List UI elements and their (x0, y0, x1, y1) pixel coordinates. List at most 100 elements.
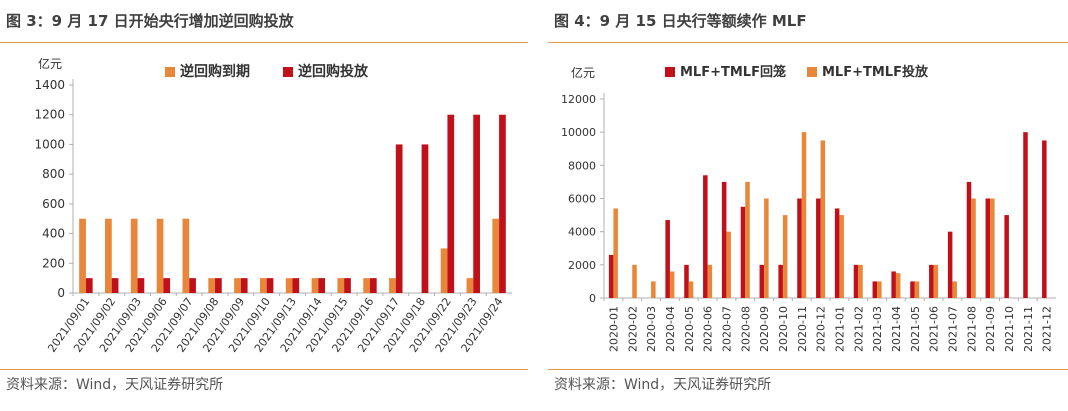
right-x-tick-label: 2021-10 (1003, 306, 1016, 352)
right-bar-s1 (608, 254, 614, 298)
right-bar-s2 (726, 231, 731, 298)
right-x-tick-label: 2020-01 (607, 306, 620, 352)
left-bar-s1 (337, 278, 345, 293)
right-bar-s2 (669, 271, 675, 298)
left-source-note: 资料来源：Wind，天风证券研究所 (6, 377, 224, 393)
right-x-tick-label: 2020-08 (739, 306, 752, 352)
right-x-tick-label: 2020-05 (683, 306, 696, 352)
left-bar-s2 (447, 114, 455, 293)
left-figure-panel: 图 3：9 月 17 日开始央行增加逆回购投放 亿元 0 200 400 600 800 1… (0, 0, 528, 411)
right-legend-swatch-1 (665, 67, 675, 77)
right-source-note: 资料来源：Wind，天风证券研究所 (554, 377, 772, 393)
right-bar-s1 (1004, 215, 1009, 298)
right-x-tick-label: 2020-03 (645, 306, 658, 352)
right-bar-s1 (853, 264, 859, 298)
right-y-tick-label: 6000 (568, 193, 596, 206)
left-bar-s1 (311, 278, 319, 293)
left-bar-s2 (240, 278, 248, 293)
right-bar-s1 (929, 264, 934, 298)
right-x-tick-label: 2021-07 (946, 306, 959, 352)
right-bar-s1 (665, 220, 670, 298)
left-bar-s2 (137, 278, 145, 293)
right-bar-s2 (858, 264, 863, 298)
left-bar-s2 (85, 278, 93, 293)
right-x-tick-label: 2020-07 (720, 306, 733, 352)
right-bar-s2 (877, 281, 882, 298)
left-legend-swatch-2 (283, 67, 293, 77)
left-bar-s2 (421, 144, 429, 293)
left-bar-s1 (492, 218, 500, 293)
right-bar-s1 (740, 206, 746, 298)
right-bar-s2 (933, 264, 939, 298)
right-legend-label-1: MLF+TMLF回笼 (680, 64, 786, 80)
right-title-rule (548, 42, 1068, 43)
left-bar-s2 (344, 278, 351, 293)
right-y-axis-unit-label: 亿元 (571, 65, 595, 80)
right-bar-s1 (872, 281, 878, 298)
left-y-tick-label: 1200 (34, 108, 65, 122)
right-bar-s1 (721, 181, 727, 298)
right-figure-panel: 图 4：9 月 15 日央行等额续作 MLF 亿元 0 2000 4000 6000 80… (548, 0, 1068, 411)
right-bar-s1 (947, 231, 953, 298)
left-y-tick-label: 200 (42, 256, 65, 270)
left-bar-s1 (389, 278, 396, 293)
right-bar-s2 (801, 132, 807, 298)
right-figure-title: 图 4：9 月 15 日央行等额续作 MLF (554, 12, 807, 30)
left-y-tick-label: 0 (57, 286, 65, 300)
left-bar-s2 (499, 114, 506, 293)
left-y-tick-label: 1000 (34, 137, 65, 151)
right-x-tick-label: 2020-04 (664, 306, 677, 352)
right-bar-s2 (764, 198, 769, 298)
left-chart: 亿元02004006008001000120014002021/09/01202… (34, 56, 512, 355)
left-bar-s1 (130, 218, 138, 293)
right-bar-s1 (910, 281, 915, 298)
right-x-tick-label: 2021-01 (833, 306, 846, 352)
left-bar-s1 (156, 218, 164, 293)
right-bar-s1 (797, 198, 802, 298)
right-bar-s2 (782, 215, 788, 298)
left-bar-s2 (473, 114, 480, 293)
right-x-tick-label: 2021-12 (1041, 306, 1054, 352)
right-x-tick-label: 2020-02 (626, 306, 639, 352)
right-bar-s1 (966, 181, 972, 298)
right-bar-s2 (839, 215, 844, 298)
right-bar-s1 (759, 264, 765, 298)
left-bar-s1 (105, 218, 112, 293)
right-bar-s1 (778, 264, 783, 298)
left-bar-s2 (215, 278, 222, 293)
right-bar-s2 (745, 181, 750, 298)
left-bar-s2 (189, 278, 196, 293)
left-bar-s1 (440, 248, 448, 293)
right-y-tick-label: 0 (589, 292, 596, 305)
right-bar-s1 (834, 208, 840, 298)
right-x-tick-label: 2020-11 (796, 306, 809, 352)
right-x-tick-label: 2020-06 (702, 306, 715, 352)
left-bar-s1 (466, 278, 474, 293)
right-bar-s1 (985, 198, 991, 298)
right-bar-s1 (684, 264, 689, 298)
right-x-tick-label: 2021-11 (1022, 306, 1035, 352)
left-bar-s1 (234, 278, 241, 293)
right-bar-s1 (1042, 140, 1047, 298)
right-y-tick-label: 2000 (568, 259, 596, 272)
left-bar-s1 (285, 278, 293, 293)
right-bar-s1 (816, 198, 821, 298)
left-bar-s1 (363, 278, 370, 293)
left-bar-s2 (292, 278, 300, 293)
left-legend-label-2: 逆回购投放 (298, 63, 369, 80)
right-x-tick-label: 2021-09 (984, 306, 997, 352)
right-legend-label-2: MLF+TMLF投放 (822, 64, 929, 80)
left-source-rule (0, 369, 528, 370)
left-bar-s2 (266, 278, 274, 293)
right-x-tick-label: 2020-12 (815, 306, 828, 352)
right-source-rule (548, 369, 1068, 370)
right-bar-s2 (990, 198, 995, 298)
left-bar-s1 (182, 218, 190, 293)
right-bar-s2 (632, 264, 637, 298)
right-chart: 亿元 0 2000 4000 6000 8000 10000 12000 2020-01 2020… (561, 64, 1056, 352)
left-y-axis-unit-label: 亿元 (38, 56, 62, 71)
right-bar-s1 (891, 271, 896, 298)
right-x-tick-label: 2021-02 (852, 306, 865, 352)
left-bar-s2 (369, 278, 377, 293)
right-x-tick-label: 2020-10 (777, 306, 790, 352)
